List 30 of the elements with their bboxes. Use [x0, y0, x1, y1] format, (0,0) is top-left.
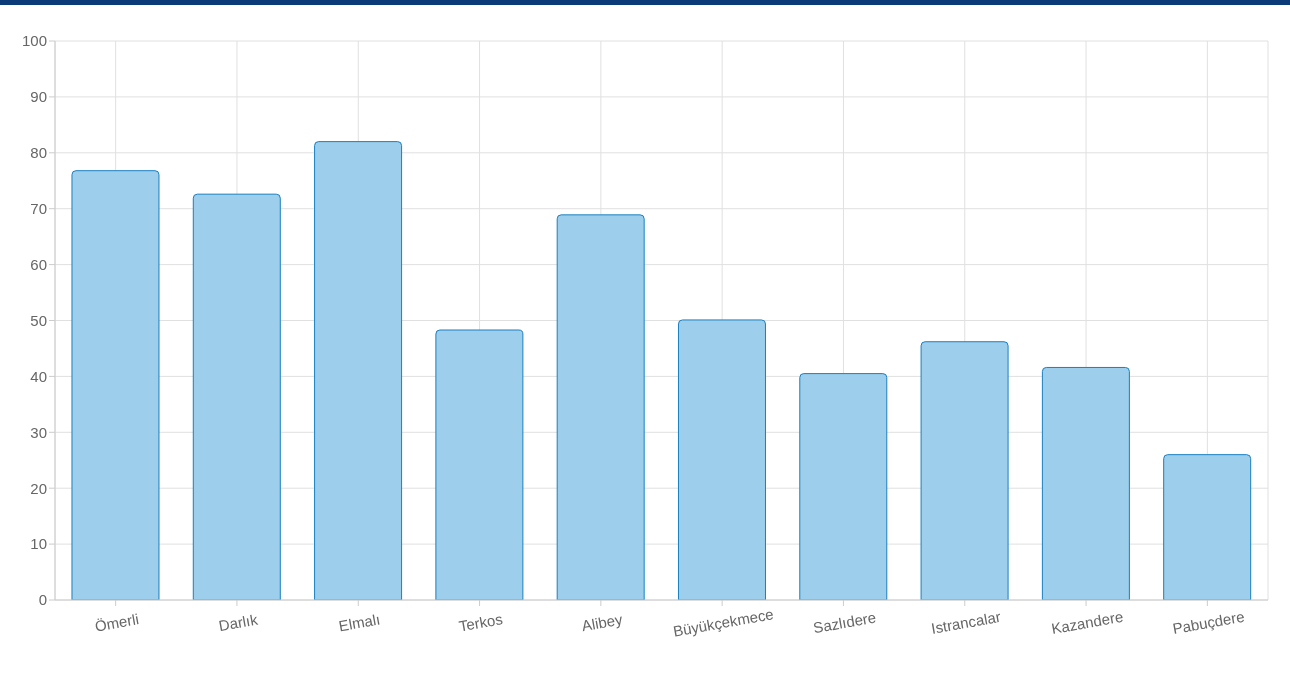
bar	[920, 341, 1009, 600]
bar	[1041, 366, 1130, 600]
x-tick-label: Darlık	[217, 610, 260, 635]
y-tick-label: 20	[30, 479, 47, 497]
x-tick-label: Alibey	[580, 610, 625, 635]
y-tick-label: 60	[30, 255, 47, 273]
y-tick-label: 90	[30, 88, 47, 106]
bar	[435, 329, 524, 600]
x-tick-label: Ömerli	[93, 610, 141, 635]
y-tick-label: 10	[30, 535, 47, 553]
y-tick-label: 40	[30, 367, 47, 385]
y-tick-label: 50	[30, 311, 47, 329]
y-tick-label: 70	[30, 200, 47, 218]
x-tick-label: Terkos	[457, 610, 504, 635]
x-tick-label: Kazandere	[1049, 607, 1125, 638]
y-tick-label: 80	[30, 144, 47, 162]
bar	[1163, 454, 1252, 600]
bar	[677, 319, 766, 600]
bar	[799, 373, 888, 600]
x-tick-label: Elmalı	[337, 610, 382, 635]
bar	[314, 141, 403, 600]
y-tick-label: 100	[21, 32, 47, 50]
bar	[71, 170, 160, 600]
bar	[556, 214, 645, 600]
y-tick-label: 0	[38, 591, 47, 609]
y-tick-label: 30	[30, 423, 47, 441]
x-tick-label: Sazlıdere	[811, 608, 878, 637]
x-tick-label: Pabuçdere	[1171, 607, 1246, 638]
bar	[192, 193, 281, 600]
x-tick-label: Istrancalar	[929, 607, 1002, 637]
